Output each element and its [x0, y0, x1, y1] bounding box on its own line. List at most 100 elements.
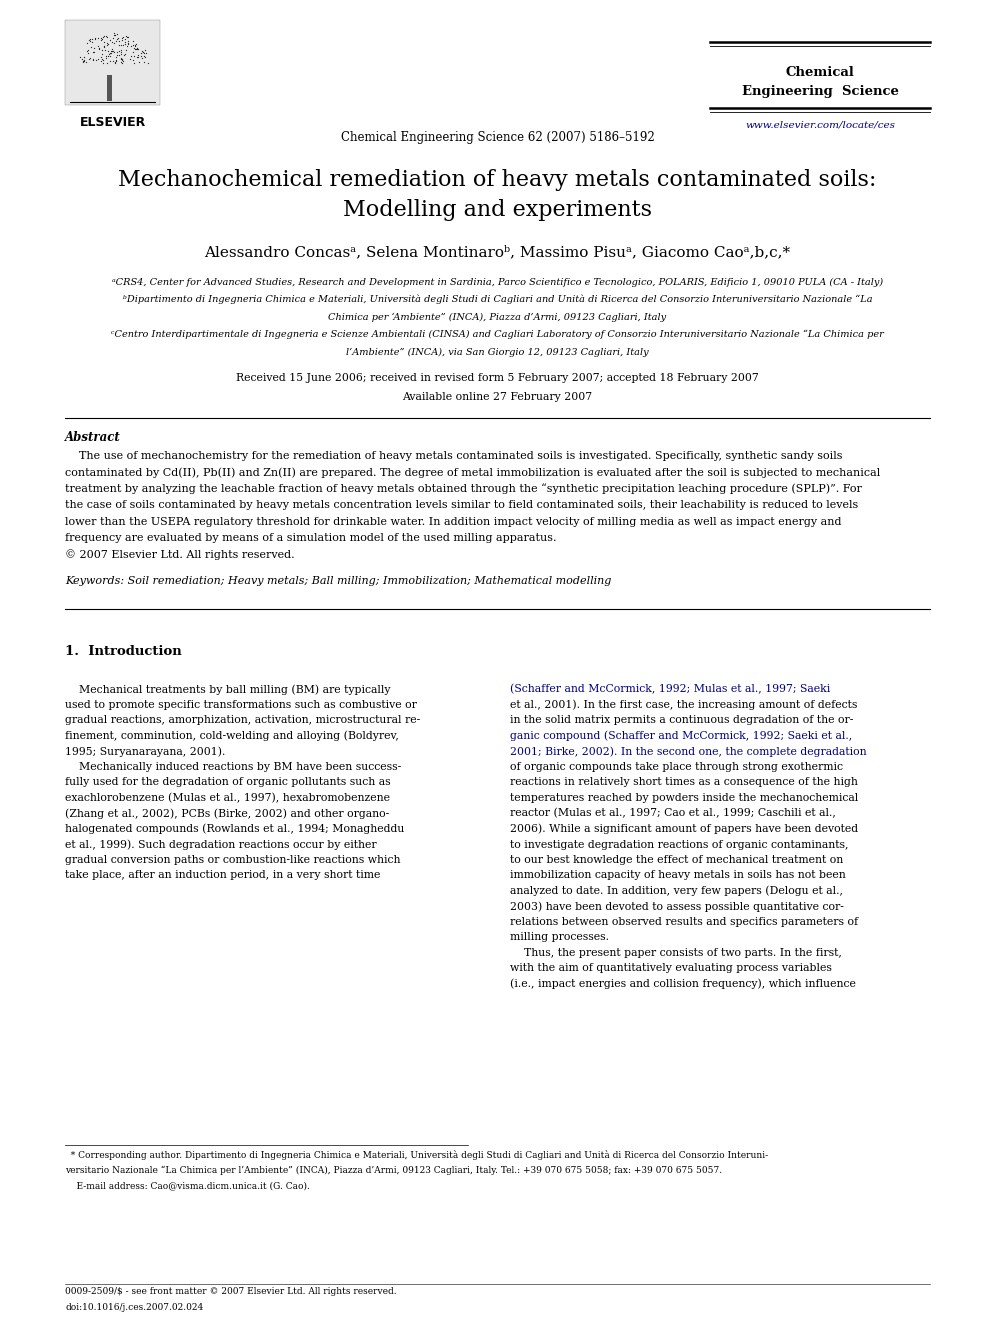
Point	[78, 52, 94, 73]
Point	[97, 48, 113, 69]
Text: (Zhang et al., 2002), PCBs (Birke, 2002) and other organo-: (Zhang et al., 2002), PCBs (Birke, 2002)…	[65, 808, 389, 819]
Point	[99, 26, 115, 48]
Point	[130, 46, 146, 67]
Text: www.elsevier.com/locate/ces: www.elsevier.com/locate/ces	[745, 120, 895, 130]
Point	[105, 41, 121, 62]
Text: with the aim of quantitatively evaluating process variables: with the aim of quantitatively evaluatin…	[510, 963, 832, 974]
Point	[113, 44, 129, 65]
Point	[92, 28, 108, 49]
Text: the case of soils contaminated by heavy metals concentration levels similar to f: the case of soils contaminated by heavy …	[65, 500, 858, 511]
Point	[107, 52, 123, 73]
Text: ᵇDipartimento di Ingegneria Chimica e Materiali, Università degli Studi di Cagli: ᵇDipartimento di Ingegneria Chimica e Ma…	[123, 295, 872, 304]
Point	[120, 26, 136, 48]
Point	[119, 36, 135, 57]
Point	[108, 46, 124, 67]
Point	[106, 33, 122, 54]
Text: contaminated by Cd(II), Pb(II) and Zn(II) are prepared. The degree of metal immo: contaminated by Cd(II), Pb(II) and Zn(II…	[65, 467, 880, 478]
Point	[127, 38, 143, 60]
Point	[125, 49, 141, 70]
Text: frequency are evaluated by means of a simulation model of the used milling appar: frequency are evaluated by means of a si…	[65, 533, 557, 544]
Text: 2001; Birke, 2002). In the second one, the complete degradation: 2001; Birke, 2002). In the second one, t…	[510, 746, 867, 757]
Point	[99, 34, 115, 56]
Text: 2003) have been devoted to assess possible quantitative cor-: 2003) have been devoted to assess possib…	[510, 901, 844, 912]
Point	[112, 41, 128, 62]
Point	[87, 28, 103, 49]
Point	[109, 45, 125, 66]
Point	[84, 28, 100, 49]
Point	[139, 42, 155, 64]
Point	[128, 33, 144, 54]
Text: temperatures reached by powders inside the mechanochemical: temperatures reached by powders inside t…	[510, 792, 858, 803]
Point	[91, 37, 107, 58]
Point	[94, 28, 110, 49]
Point	[130, 44, 146, 65]
Point	[104, 38, 120, 60]
Point	[114, 29, 130, 50]
Point	[99, 53, 115, 74]
Point	[104, 32, 120, 53]
Point	[103, 42, 119, 64]
Text: ᶜCentro Interdipartimentale di Ingegneria e Scienze Ambientali (CINSA) and Cagli: ᶜCentro Interdipartimentale di Ingegneri…	[111, 329, 884, 339]
Point	[93, 48, 109, 69]
Point	[109, 24, 125, 45]
Point	[78, 41, 94, 62]
Text: Thus, the present paper consists of two parts. In the first,: Thus, the present paper consists of two …	[510, 949, 842, 958]
Bar	[107, 75, 112, 101]
Point	[114, 52, 130, 73]
Point	[137, 40, 153, 61]
Text: Mechanically induced reactions by BM have been success-: Mechanically induced reactions by BM hav…	[65, 762, 401, 773]
Text: to investigate degradation reactions of organic contaminants,: to investigate degradation reactions of …	[510, 840, 848, 849]
Point	[109, 41, 125, 62]
Point	[125, 34, 141, 56]
Text: relations between observed results and specifics parameters of: relations between observed results and s…	[510, 917, 858, 927]
Point	[120, 30, 136, 52]
Text: Alessandro Concasᵃ, Selena Montinaroᵇ, Massimo Pisuᵃ, Giacomo Caoᵃ,b,c,*: Alessandro Concasᵃ, Selena Montinaroᵇ, M…	[204, 245, 791, 259]
Text: 2006). While a significant amount of papers have been devoted: 2006). While a significant amount of pap…	[510, 824, 858, 835]
Point	[106, 24, 122, 45]
Point	[96, 32, 112, 53]
Point	[109, 29, 125, 50]
Point	[97, 45, 113, 66]
Point	[90, 36, 106, 57]
Point	[111, 30, 127, 52]
Point	[111, 34, 127, 56]
Point	[101, 42, 117, 64]
Point	[137, 46, 153, 67]
Text: Chemical: Chemical	[786, 66, 854, 78]
Point	[126, 53, 142, 74]
Point	[120, 33, 136, 54]
Text: ELSEVIER: ELSEVIER	[79, 116, 146, 130]
Text: Modelling and experiments: Modelling and experiments	[343, 198, 652, 221]
Point	[105, 28, 121, 49]
Point	[79, 40, 95, 61]
Point	[135, 41, 151, 62]
Point	[107, 24, 123, 45]
Point	[76, 50, 92, 71]
Text: in the solid matrix permits a continuous degradation of the or-: in the solid matrix permits a continuous…	[510, 716, 853, 725]
Point	[133, 45, 149, 66]
Text: exachlorobenzene (Mulas et al., 1997), hexabromobenzene: exachlorobenzene (Mulas et al., 1997), h…	[65, 792, 390, 803]
Text: Chemical Engineering Science 62 (2007) 5186–5192: Chemical Engineering Science 62 (2007) 5…	[340, 131, 655, 144]
Text: Keywords: Soil remediation; Heavy metals; Ball milling; Immobilization; Mathemat: Keywords: Soil remediation; Heavy metals…	[65, 577, 611, 586]
Point	[93, 29, 109, 50]
Text: Mechanochemical remediation of heavy metals contaminated soils:: Mechanochemical remediation of heavy met…	[118, 169, 877, 191]
Point	[75, 49, 91, 70]
Point	[113, 49, 129, 70]
Point	[93, 46, 109, 67]
Point	[96, 36, 112, 57]
Point	[90, 48, 106, 69]
Point	[74, 52, 90, 73]
Point	[137, 45, 153, 66]
Point	[85, 41, 101, 62]
Text: analyzed to date. In addition, very few papers (Delogu et al.,: analyzed to date. In addition, very few …	[510, 885, 843, 896]
Text: to our best knowledge the effect of mechanical treatment on: to our best knowledge the effect of mech…	[510, 855, 843, 865]
Point	[102, 45, 118, 66]
Point	[95, 49, 111, 70]
Text: of organic compounds take place through strong exothermic: of organic compounds take place through …	[510, 762, 843, 773]
Text: halogenated compounds (Rowlands et al., 1994; Monagheddu: halogenated compounds (Rowlands et al., …	[65, 824, 405, 835]
Point	[76, 46, 92, 67]
Point	[114, 28, 130, 49]
Point	[120, 32, 136, 53]
Text: doi:10.1016/j.ces.2007.02.024: doi:10.1016/j.ces.2007.02.024	[65, 1303, 203, 1312]
Text: reactor (Mulas et al., 1997; Cao et al., 1999; Caschili et al.,: reactor (Mulas et al., 1997; Cao et al.,…	[510, 808, 836, 819]
